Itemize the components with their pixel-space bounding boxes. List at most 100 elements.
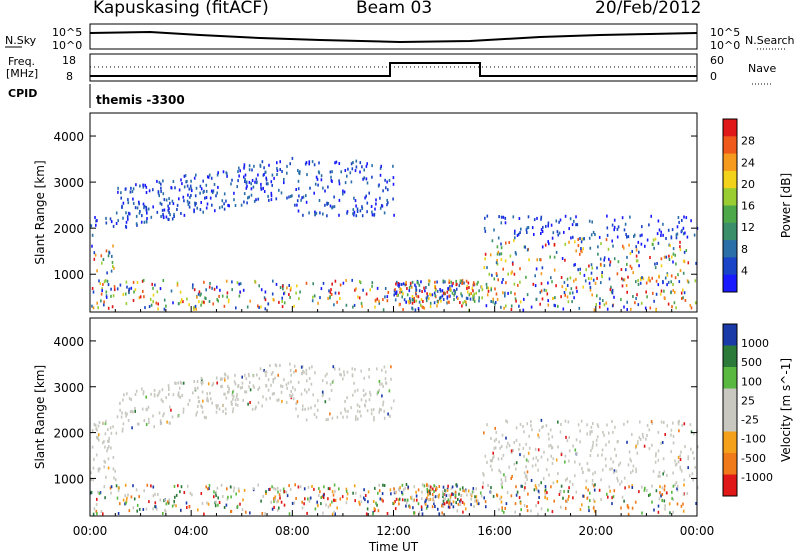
power-echo-cell bbox=[666, 283, 668, 287]
power-echo-cell bbox=[630, 266, 633, 270]
power-echo-cell bbox=[276, 167, 278, 170]
power-echo-cell bbox=[426, 292, 428, 296]
power-echo-cell bbox=[641, 233, 643, 237]
velocity-echo-cell bbox=[271, 485, 273, 489]
power-echo-cell bbox=[333, 205, 336, 209]
velocity-echo-cell bbox=[283, 490, 286, 494]
velocity-echo-cell bbox=[435, 487, 438, 490]
velocity-echo-cell bbox=[579, 429, 581, 433]
velocity-echo-cell bbox=[264, 370, 266, 374]
velocity-echo-cell bbox=[166, 420, 168, 424]
velocity-echo-cell bbox=[215, 500, 217, 504]
velocity-echo-cell bbox=[142, 390, 145, 394]
power-echo-cell bbox=[552, 231, 555, 235]
velocity-echo-cell bbox=[382, 483, 384, 487]
velocity-echo-cell bbox=[327, 417, 329, 421]
power-echo-cell bbox=[275, 282, 278, 286]
velocity-echo-cell bbox=[227, 495, 229, 499]
velocity-echo-cell bbox=[443, 502, 446, 506]
velocity-echo-cell bbox=[612, 430, 614, 434]
velocity-echo-cell bbox=[564, 460, 566, 464]
velocity-echo-cell bbox=[516, 490, 519, 494]
freq-unit: [MHz] bbox=[6, 67, 38, 80]
velocity-echo-cell bbox=[159, 419, 162, 423]
power-echo-cell bbox=[511, 270, 513, 274]
velocity-ytick-label: 3000 bbox=[53, 381, 84, 395]
velocity-echo-cell bbox=[646, 424, 649, 427]
power-echo-cell bbox=[550, 276, 552, 280]
velocity-echo-cell bbox=[285, 401, 288, 404]
power-echo-cell bbox=[626, 235, 628, 239]
power-echo-cell bbox=[505, 241, 507, 245]
velocity-echo-cell bbox=[524, 481, 527, 485]
velocity-echo-cell bbox=[527, 451, 530, 455]
power-echo-cell bbox=[465, 303, 467, 307]
velocity-echo-cell bbox=[612, 495, 615, 499]
velocity-echo-cell bbox=[307, 497, 309, 501]
power-echo-cell bbox=[518, 217, 521, 220]
power-echo-cell bbox=[613, 225, 616, 229]
velocity-echo-cell bbox=[334, 512, 336, 516]
velocity-echo-cell bbox=[429, 492, 431, 496]
velocity-echo-cell bbox=[93, 507, 96, 511]
power-echo-cell bbox=[582, 247, 584, 251]
velocity-echo-cell bbox=[569, 480, 571, 484]
power-echo-cell bbox=[382, 189, 384, 193]
power-echo-cell bbox=[683, 291, 686, 295]
power-echo-cell bbox=[514, 292, 516, 296]
power-echo-cell bbox=[140, 220, 143, 224]
velocity-echo-cell bbox=[592, 506, 595, 510]
velocity-echo-cell bbox=[152, 507, 154, 511]
velocity-echo-cell bbox=[280, 500, 283, 504]
velocity-echo-cell bbox=[175, 493, 178, 497]
velocity-echo-cell bbox=[293, 501, 296, 505]
velocity-echo-cell bbox=[112, 467, 115, 471]
power-echo-cell bbox=[675, 262, 677, 266]
power-echo-cell bbox=[415, 285, 417, 289]
velocity-echo-cell bbox=[500, 457, 503, 461]
power-echo-cell bbox=[205, 297, 207, 300]
power-echo-cell bbox=[283, 178, 285, 181]
power-echo-cell bbox=[361, 205, 363, 209]
velocity-echo-cell bbox=[577, 423, 580, 427]
velocity-ytick-label: 2000 bbox=[53, 427, 84, 441]
velocity-echo-cell bbox=[201, 405, 204, 409]
power-echo-cell bbox=[112, 224, 115, 228]
velocity-echo-cell bbox=[617, 479, 619, 483]
power-echo-cell bbox=[371, 284, 373, 288]
velocity-echo-cell bbox=[534, 447, 537, 451]
velocity-echo-cell bbox=[613, 489, 616, 493]
velocity-echo-cell bbox=[291, 393, 294, 397]
velocity-echo-cell bbox=[297, 414, 299, 418]
power-echo-cell bbox=[112, 264, 114, 268]
velocity-echo-cell bbox=[462, 510, 464, 514]
velocity-echo-cell bbox=[442, 485, 445, 489]
velocity-echo-cell bbox=[124, 411, 127, 415]
velocity-echo-cell bbox=[193, 380, 195, 383]
power-echo-cell bbox=[612, 244, 614, 248]
velocity-echo-cell bbox=[107, 428, 109, 432]
velocity-echo-cell bbox=[233, 380, 236, 384]
velocity-echo-cell bbox=[322, 392, 325, 396]
power-echo-cell bbox=[541, 230, 544, 233]
power-echo-cell bbox=[526, 293, 529, 297]
velocity-echo-cell bbox=[568, 436, 570, 439]
power-echo-cell bbox=[633, 235, 635, 238]
velocity-echo-cell bbox=[267, 378, 270, 382]
velocity-echo-cell bbox=[97, 469, 100, 473]
velocity-echo-cell bbox=[531, 428, 533, 432]
velocity-echo-cell bbox=[267, 388, 270, 392]
power-echo-cell bbox=[483, 266, 486, 270]
velocity-echo-cell bbox=[676, 502, 679, 506]
velocity-echo-cell bbox=[224, 378, 226, 382]
velocity-echo-cell bbox=[620, 480, 623, 484]
power-echo-cell bbox=[226, 174, 228, 178]
power-echo-cell bbox=[393, 213, 395, 217]
power-echo-cell bbox=[248, 168, 251, 172]
velocity-echo-cell bbox=[165, 502, 168, 506]
velocity-echo-cell bbox=[278, 398, 280, 402]
power-echo-cell bbox=[289, 296, 291, 299]
velocity-echo-cell bbox=[682, 502, 684, 506]
power-echo-cell bbox=[621, 277, 623, 281]
velocity-echo-cell bbox=[483, 473, 485, 477]
